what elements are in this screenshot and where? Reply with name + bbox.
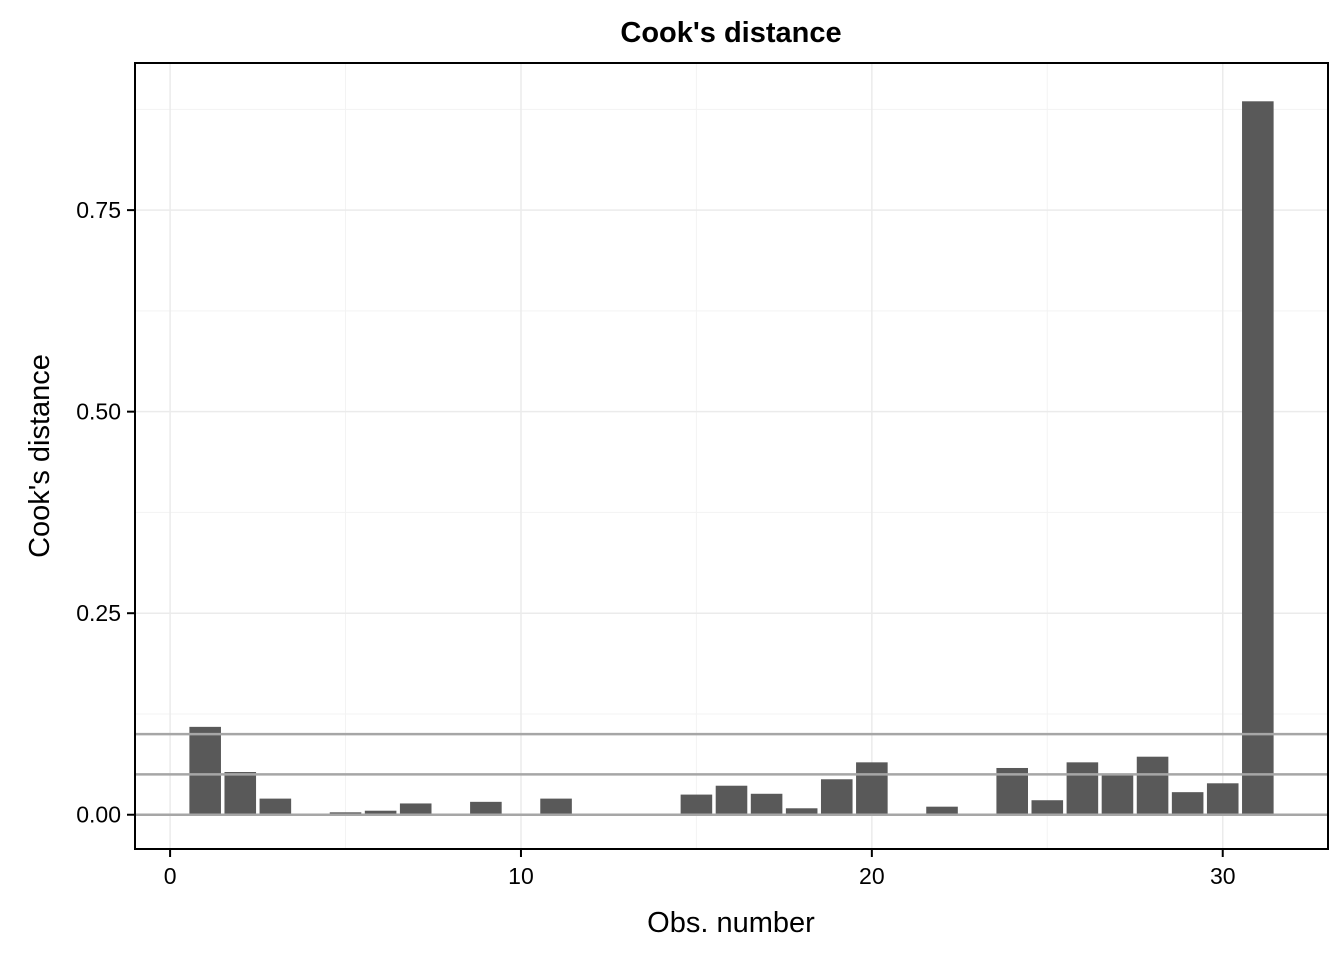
x-axis-title: Obs. number (647, 907, 815, 939)
bar-obs-24 (996, 767, 1028, 815)
bar-obs-1 (189, 726, 221, 815)
bar-obs-27 (1101, 774, 1134, 815)
y-tick-label: 0.25 (76, 600, 121, 626)
bar-obs-18 (785, 808, 818, 815)
bar-obs-9 (470, 801, 502, 815)
bar-obs-20 (856, 762, 888, 815)
bar-obs-30 (1206, 783, 1239, 815)
x-tick-label: 30 (1210, 863, 1236, 889)
x-tick-label: 20 (859, 863, 885, 889)
bar-obs-22 (926, 806, 958, 815)
bar-obs-3 (259, 798, 292, 815)
bar-obs-19 (820, 779, 853, 815)
bar-obs-16 (715, 785, 748, 815)
plot-panel-border (134, 62, 1329, 850)
bar-obs-31 (1242, 101, 1274, 815)
bar-obs-29 (1171, 792, 1204, 815)
bar-obs-2 (224, 772, 257, 815)
bar-obs-7 (399, 803, 432, 815)
axis-ticks: 0 10 20 30 0.00 0.25 0.50 0.75 (76, 197, 1235, 889)
reference-lines (135, 732, 1328, 816)
y-tick-label: 0.00 (76, 802, 121, 828)
bar-obs-11 (540, 798, 572, 815)
bar-obs-15 (680, 794, 713, 815)
bar-obs-26 (1066, 762, 1099, 815)
bar-obs-6 (364, 810, 397, 815)
x-tick-label: 10 (508, 863, 534, 889)
y-tick-label: 0.50 (76, 399, 121, 425)
bar-obs-25 (1031, 800, 1064, 815)
y-axis-title: Cook's distance (24, 354, 56, 558)
bars (189, 101, 1274, 815)
x-tick-label: 0 (164, 863, 177, 889)
bar-obs-28 (1136, 756, 1169, 815)
grid-lines (135, 63, 1328, 849)
chart-title: Cook's distance (620, 17, 841, 49)
y-tick-label: 0.75 (76, 197, 121, 223)
bar-obs-17 (750, 793, 783, 815)
